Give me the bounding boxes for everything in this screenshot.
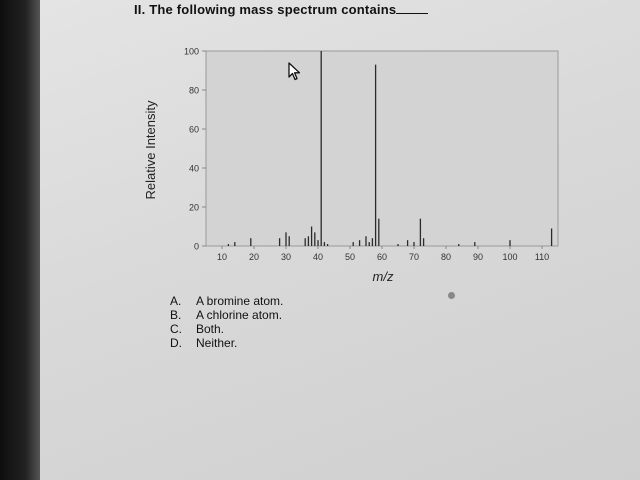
- choice-text: Both.: [196, 322, 225, 336]
- x-tick-label: 40: [313, 252, 323, 262]
- question-title: II. The following mass spectrum contains: [134, 2, 429, 17]
- x-tick-label: 70: [409, 252, 419, 262]
- x-axis-ticks: 10 20 30 40 50 60 70 80 90 100 110: [217, 246, 549, 262]
- y-tick-label: 60: [189, 125, 199, 135]
- x-tick-label: 30: [281, 252, 291, 262]
- arrow-cursor-icon: [288, 62, 301, 81]
- y-tick-label: 0: [194, 242, 199, 252]
- x-tick-label: 80: [441, 252, 451, 262]
- choice-text: Neither.: [196, 336, 238, 350]
- x-tick-label: 90: [473, 252, 483, 262]
- left-shadow: [0, 0, 46, 480]
- question-text: II. The following mass spectrum contains: [134, 2, 397, 17]
- plot-frame: [205, 50, 559, 247]
- y-tick-label: 40: [189, 164, 199, 174]
- choice-item: C. Both.: [170, 322, 283, 336]
- choice-letter: B.: [170, 308, 182, 322]
- y-tick-label: 100: [184, 47, 199, 57]
- x-axis-label: m/z: [373, 269, 394, 284]
- x-tick-label: 10: [217, 252, 227, 262]
- paper-speck: [448, 292, 455, 299]
- answer-choices: A. A bromine atom. B. A chlorine atom. C. Bot…: [170, 294, 283, 350]
- x-tick-label: 50: [345, 252, 355, 262]
- answer-blank: [396, 3, 429, 14]
- y-axis-label: Relative Intensity: [143, 100, 158, 199]
- x-tick-label: 60: [377, 252, 387, 262]
- y-tick-label: 80: [189, 86, 199, 96]
- y-axis-ticks: 0 20 40 60 80 100: [184, 47, 206, 252]
- spectrum-peaks: [227, 51, 553, 246]
- x-tick-label: 20: [249, 252, 259, 262]
- y-tick-label: 20: [189, 203, 199, 213]
- choice-item: A. A bromine atom.: [170, 294, 283, 308]
- choice-letter: D.: [170, 336, 182, 350]
- choice-item: B. A chlorine atom.: [170, 308, 283, 322]
- x-tick-label: 110: [535, 252, 549, 262]
- choice-letter: A.: [170, 294, 182, 308]
- x-tick-label: 100: [502, 252, 517, 262]
- choice-letter: C.: [170, 322, 182, 336]
- choice-text: A chlorine atom.: [196, 308, 283, 322]
- choice-text: A bromine atom.: [196, 294, 284, 308]
- choice-item: D. Neither.: [170, 336, 283, 350]
